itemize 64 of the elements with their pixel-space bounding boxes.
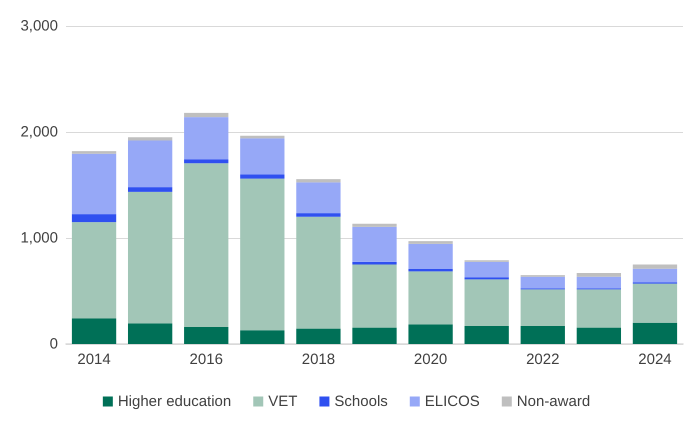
x-tick-label: 2014 [77,351,111,368]
bar [184,327,228,344]
bar [352,224,397,227]
bar [632,284,678,323]
bar [240,136,284,138]
bar [632,268,678,283]
bar [576,272,622,277]
bar [240,174,284,179]
bar [576,328,622,344]
legend-label: Non-award [516,393,590,410]
bar [184,163,228,328]
bar [72,151,116,154]
bar [128,192,172,324]
bar [408,241,453,244]
y-tick-label: 2,000 [20,124,58,140]
legend-label: ELICOS [424,393,480,410]
bar [72,318,116,344]
bar [352,226,397,262]
bar [520,276,565,288]
x-tick-label: 2018 [302,351,336,368]
legend-label: VET [268,393,298,410]
bar [240,178,284,330]
x-tick-label: 2020 [414,351,448,368]
bar [240,330,284,344]
legend-label: Schools [334,393,388,410]
bar [296,216,341,329]
bar [296,182,341,214]
bar [408,324,453,344]
bar [576,289,622,328]
bar [296,213,341,217]
bar [632,322,678,344]
bar [184,112,228,118]
bar [408,271,453,324]
bar [352,264,397,328]
bar [128,187,172,192]
bar [72,222,116,319]
bar [72,214,116,222]
x-tick-label: 2022 [526,351,560,368]
bar [464,326,509,344]
y-tick-label: 3,000 [20,18,58,34]
bar [632,264,678,269]
bar [72,154,116,214]
bar [520,326,565,344]
bar [464,279,509,326]
bar [352,328,397,344]
legend-label: Higher education [118,393,232,410]
bar [352,262,397,264]
bar [520,289,565,326]
bar [408,244,453,269]
y-tick-label: 0 [50,336,58,352]
bar [296,328,341,344]
bar [184,160,228,164]
bar [408,268,453,272]
x-tick-label: 2024 [638,351,672,368]
bar [184,117,228,160]
bar [128,140,172,188]
bar [464,262,509,278]
bar [128,323,172,344]
x-tick-label: 2016 [190,351,223,368]
bar [576,276,622,288]
bar [296,179,341,182]
bar [128,137,172,140]
bar [240,138,284,174]
y-tick-label: 1,000 [20,230,58,246]
